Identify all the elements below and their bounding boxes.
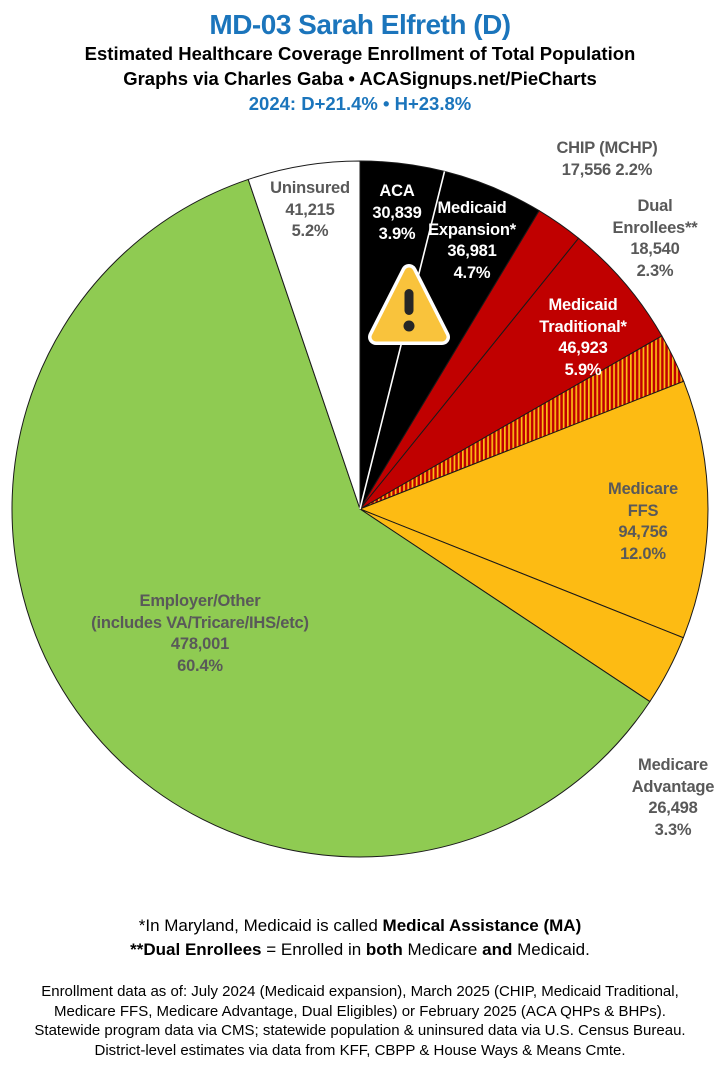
label-medicare-ffs: Medicare FFS 94,756 12.0% — [608, 480, 678, 563]
label-uninsured: Uninsured 41,215 5.2% — [270, 179, 350, 240]
chart-subtitle: Estimated Healthcare Coverage Enrollment… — [84, 43, 636, 64]
footnotes: *In Maryland, Medicaid is called Medical… — [0, 914, 720, 962]
warning-icon-exclamation-dot — [403, 320, 415, 332]
pie-slice-medicaid-traditional — [359, 237, 663, 510]
label-employer-other: Employer/Other (includes VA/Tricare/IHS/… — [91, 592, 309, 675]
label-medicare-advantage: Medicare Advantage 26,498 3.3% — [631, 756, 715, 839]
footnote2-text-b: Medicare — [402, 940, 483, 959]
label-chip: CHIP (MCHP) 17,556 2.2% — [556, 139, 658, 179]
footnote1-bold: Medical Assistance (MA) — [382, 916, 582, 935]
label-medicaid-expansion: Medicaid Expansion* 36,981 4.7% — [428, 199, 516, 282]
footnote1-text: *In Maryland, Medicaid is called — [138, 916, 383, 935]
footnote2-text-a: = Enrolled in — [261, 940, 366, 959]
pie-slice-employer-other — [11, 178, 651, 858]
footnote2-bold-c: and — [482, 940, 513, 959]
footnote2-text-c: Medicaid. — [512, 940, 590, 959]
partisan-lean-line: 2024: D+21.4% • H+23.8% — [248, 93, 472, 114]
footnote2-bold-a: **Dual Enrollees — [130, 940, 262, 959]
label-aca: ACA 30,839 3.9% — [372, 182, 422, 243]
label-dual-enrollees: Dual Enrollees** 18,540 2.3% — [612, 197, 698, 280]
pie-slices — [11, 160, 709, 858]
pie-slice-uninsured — [247, 160, 361, 510]
warning-icon — [368, 264, 450, 345]
label-medicaid-traditional: Medicaid Traditional* 46,923 5.9% — [539, 296, 627, 379]
footnote-dual-enrollees: **Dual Enrollees = Enrolled in both Medi… — [0, 938, 720, 962]
chart-header: MD-03 Sarah Elfreth (D) Estimated Health… — [0, 0, 720, 116]
chart-attribution: Graphs via Charles Gaba • ACASignups.net… — [123, 68, 597, 89]
page-title: MD-03 Sarah Elfreth (D) — [209, 9, 511, 40]
warning-icon-triangle-edge — [371, 267, 447, 342]
pie-slice-medicare-ffs — [359, 380, 709, 639]
footnote2-bold-b: both — [365, 940, 403, 959]
footnote-medicaid-name: *In Maryland, Medicaid is called Medical… — [0, 914, 720, 938]
warning-icon-exclamation-bar — [404, 289, 414, 315]
data-sources-note: Enrollment data as of: July 2024 (Medica… — [34, 983, 686, 1059]
